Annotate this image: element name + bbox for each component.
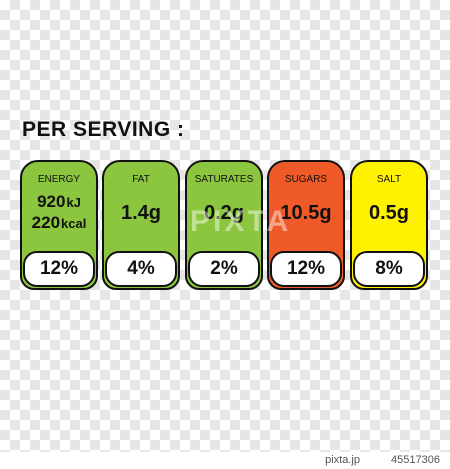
- amount-unit: kcal: [61, 216, 87, 231]
- nutrient-percent: 12%: [23, 251, 95, 287]
- footer-site: pixta.jp: [325, 454, 360, 466]
- nutrient-amount: 0.2g: [203, 202, 245, 224]
- nutrient-name: SATURATES: [194, 174, 254, 185]
- footer: pixta.jp 45517306: [0, 452, 450, 469]
- nutrient-label: SATURATES 0.2g 2%: [185, 160, 263, 290]
- nutrient-percent: 12%: [270, 251, 342, 287]
- nutrient-name: ENERGY: [37, 174, 81, 185]
- nutrient-amount: 1.4g: [120, 202, 162, 224]
- watermark: PIXTA: [190, 205, 292, 238]
- nutrient-percent: 2%: [188, 251, 260, 287]
- nutrient-amount: 10.5g: [280, 202, 332, 224]
- amount-number: 920: [37, 192, 66, 211]
- nutrient-percent: 4%: [105, 251, 177, 287]
- nutrient-amount: 0.5g: [368, 202, 410, 224]
- title: PER SERVING :: [22, 118, 185, 141]
- nutrient-label: FAT 1.4g 4%: [102, 160, 180, 290]
- nutrient-name: SALT: [376, 174, 402, 185]
- nutrient-label: ENERGY 920kJ 220kcal 12%: [20, 160, 98, 290]
- nutrient-label: SALT 0.5g 8%: [350, 160, 428, 290]
- nutrient-label: SUGARS 10.5g 12%: [267, 160, 345, 290]
- footer-id: 45517306: [391, 454, 440, 466]
- amount-number: 220: [31, 213, 61, 232]
- amount-unit: kJ: [66, 195, 81, 210]
- amount-line: 920kJ: [22, 192, 96, 213]
- nutrient-percent: 8%: [353, 251, 425, 287]
- nutrient-name: SUGARS: [284, 174, 328, 185]
- nutrient-name: FAT: [132, 174, 150, 185]
- amount-line: 220kcal: [22, 213, 96, 234]
- nutrient-amount: 920kJ 220kcal: [22, 192, 96, 234]
